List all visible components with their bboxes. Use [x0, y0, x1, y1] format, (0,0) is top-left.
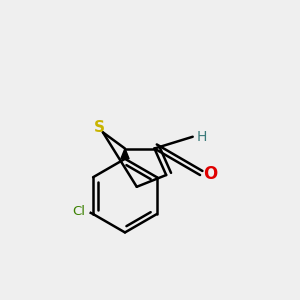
Text: Cl: Cl	[73, 205, 86, 218]
Polygon shape	[121, 148, 129, 159]
Text: H: H	[196, 130, 207, 144]
Text: O: O	[204, 165, 218, 183]
Text: S: S	[94, 119, 105, 134]
